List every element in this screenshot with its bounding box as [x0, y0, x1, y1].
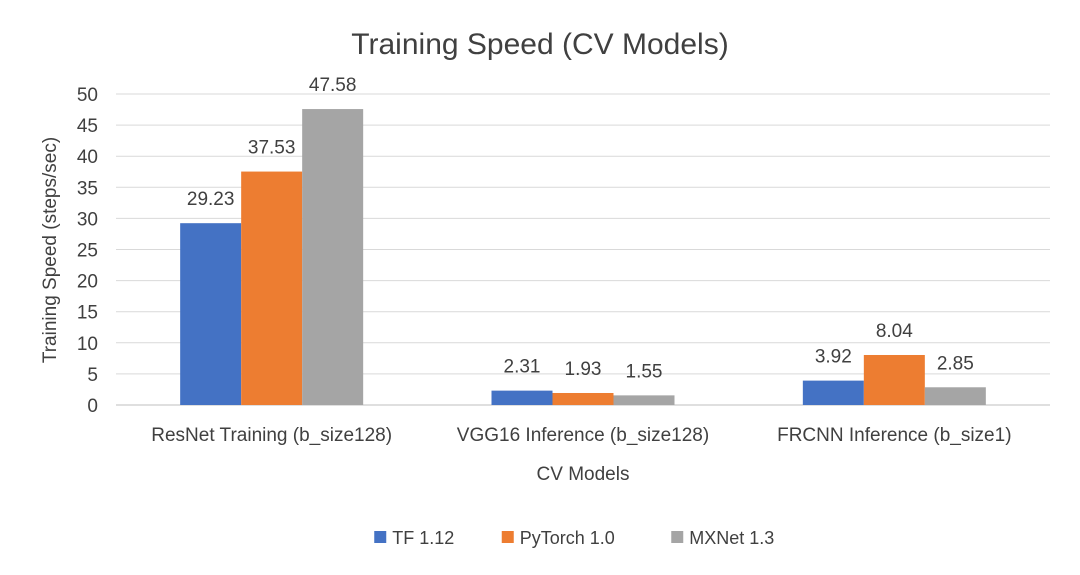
y-tick-label: 50 [77, 85, 98, 106]
bars-layer [180, 109, 986, 405]
data-label: 2.31 [504, 357, 541, 378]
bar-tf-1-12-3 [802, 380, 864, 405]
x-tick-label: ResNet Training (b_size128) [151, 425, 392, 446]
y-tick-label: 5 [87, 365, 98, 386]
y-tick-label: 15 [77, 303, 98, 324]
y-tick-label: 10 [77, 334, 98, 355]
data-label: 47.58 [309, 75, 357, 96]
bar-mxnet-1-3-3 [924, 387, 986, 405]
y-tick-label: 20 [77, 272, 98, 293]
chart-title: Training Speed (CV Models) [351, 28, 728, 61]
bar-pytorch-1-0-3 [863, 354, 925, 405]
bar-tf-1-12-2 [491, 390, 553, 405]
bar-mxnet-1-3-1 [302, 109, 364, 405]
y-tick-label: 35 [77, 178, 98, 199]
data-labels-layer: 29.23 37.53 47.58 2.31 1.93 1.55 3.92 8.04 2.85 [187, 75, 974, 382]
legend-swatch [671, 531, 684, 543]
y-tick-label: 40 [77, 147, 98, 168]
data-label: 1.93 [565, 359, 602, 380]
legend-label: TF 1.12 [392, 528, 454, 548]
x-axis-ticks: ResNet Training (b_size128) VGG16 Inferen… [151, 425, 1011, 446]
data-label: 8.04 [876, 321, 913, 342]
bar-tf-1-12-1 [180, 223, 242, 405]
legend-swatch [374, 531, 387, 543]
y-tick-label: 25 [77, 241, 98, 262]
y-axis-title: Training Speed (steps/sec) [40, 137, 61, 363]
y-tick-label: 30 [77, 209, 98, 230]
y-tick-label: 0 [87, 396, 98, 417]
bar-pytorch-1-0-2 [552, 392, 614, 405]
data-label: 2.85 [937, 353, 974, 374]
x-axis-title: CV Models [537, 464, 630, 485]
data-label: 37.53 [248, 138, 296, 159]
y-axis-ticks: 0 5 10 15 20 25 30 35 40 45 50 [77, 85, 98, 417]
bar-mxnet-1-3-2 [613, 395, 675, 405]
legend-label: MXNet 1.3 [689, 528, 774, 548]
data-label: 29.23 [187, 189, 235, 210]
y-tick-label: 45 [77, 116, 98, 137]
data-label: 1.55 [626, 361, 663, 382]
data-label: 3.92 [815, 347, 852, 368]
legend: TF 1.12 PyTorch 1.0 MXNet 1.3 [374, 528, 774, 548]
x-tick-label: FRCNN Inference (b_size1) [777, 425, 1011, 446]
legend-swatch [501, 531, 514, 543]
bar-pytorch-1-0-1 [241, 171, 303, 405]
x-tick-label: VGG16 Inference (b_size128) [457, 425, 709, 446]
legend-label: PyTorch 1.0 [520, 528, 615, 548]
